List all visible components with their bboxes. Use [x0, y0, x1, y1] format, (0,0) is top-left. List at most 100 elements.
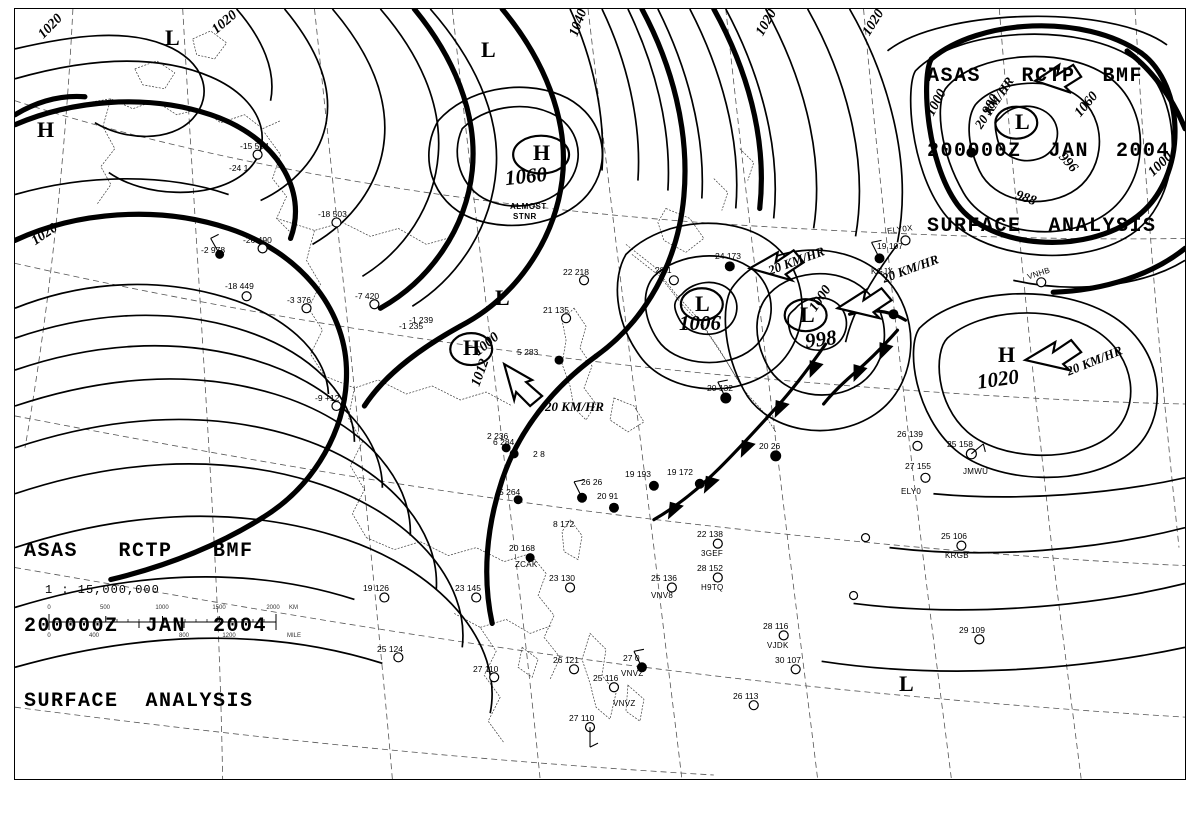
- station-value: 28 152: [697, 563, 723, 573]
- footer-line-1: ASAS RCTP BMF: [24, 540, 254, 563]
- pressure-center-L-998-letter: L: [800, 302, 815, 327]
- footer-line-2: 200000Z JAN 2004: [24, 615, 268, 638]
- station-value: 25 106: [941, 531, 967, 541]
- scale-km-tick-1000: 1000: [155, 605, 169, 611]
- low-marker-mid-left: L: [495, 285, 510, 310]
- pressure-center-H-1012-letter: H: [463, 335, 481, 360]
- motion-arrow-layer: [502, 62, 1083, 408]
- station-value: -2 978: [201, 245, 226, 255]
- station-value: 23 145: [455, 583, 481, 593]
- station-value: 5 283: [517, 347, 539, 357]
- station-value: 21 135: [543, 305, 569, 315]
- station-value: 19 107: [877, 241, 903, 251]
- station-value: 2 236: [487, 431, 509, 441]
- scale-km-tick-2000: 2000: [266, 605, 280, 611]
- low-marker-bottom-right: L: [899, 671, 914, 696]
- station-value: 28 1: [655, 265, 672, 275]
- station-value: 28 116: [763, 621, 789, 631]
- station-value: 25 136: [651, 573, 677, 583]
- station-value: 25 116: [593, 673, 619, 683]
- station-id: KRGB: [945, 551, 969, 560]
- station-value: 27 0: [623, 653, 640, 663]
- pressure-center-L-998-value: 998: [803, 324, 838, 354]
- station-id: KGJX: [871, 267, 894, 276]
- station-value: -18 503: [318, 209, 347, 219]
- station-value: 6 284: [493, 437, 515, 447]
- station-value: 8 172: [553, 519, 575, 529]
- map-canvas: .coast{fill:none;stroke:#3a3a3a;stroke-w…: [15, 9, 1185, 779]
- pressure-center-H-1060-letter: H: [533, 140, 551, 165]
- pressure-center-symbols: [449, 105, 1039, 367]
- station-value: 27 155: [905, 461, 931, 471]
- station-value: 23 130: [549, 573, 575, 583]
- station-id: VJDK: [767, 641, 789, 650]
- scale-bar-graphic: [48, 614, 277, 630]
- note-almost: ALMOST: [510, 202, 547, 211]
- map-frame: .coast{fill:none;stroke:#3a3a3a;stroke-w…: [14, 8, 1186, 780]
- station-id: VNVZ: [621, 669, 644, 678]
- station-value: 2 8: [533, 449, 545, 459]
- station-value: 19 126: [363, 583, 389, 593]
- pressure-center-L-1006-letter: L: [695, 291, 710, 316]
- station-id: VNVZ: [613, 699, 636, 708]
- station-value: -24 1: [229, 163, 249, 173]
- station-id: ELY0: [901, 487, 922, 496]
- station-value: 20 26: [759, 441, 781, 451]
- scale-mile-tick-0: 0: [47, 633, 51, 639]
- station-value: 26 121: [553, 655, 579, 665]
- station-id: 3GEF: [701, 549, 724, 558]
- station-id: ZCAK: [515, 560, 538, 569]
- map-scale-block: 1 : 15,000,000: [45, 583, 305, 639]
- scale-mile-tick-1200: 1200: [222, 633, 236, 639]
- station-value: 22 218: [563, 267, 589, 277]
- station-value: -18 449: [225, 281, 254, 291]
- station-value: 22 138: [697, 529, 723, 539]
- station-value: -7 420: [355, 291, 380, 301]
- low-marker-top-left: L: [165, 25, 180, 50]
- station-value: -1 239: [409, 315, 434, 325]
- station-id: VNV8: [651, 591, 674, 600]
- station-value: -26 490: [243, 235, 272, 245]
- scale-bar: 0 500 1000 1500 2000 KM 0 400 800 1200 M…: [45, 605, 301, 639]
- station-value: 24 173: [715, 251, 741, 261]
- station-value: -1 235: [399, 321, 424, 331]
- footer-line-3: SURFACE ANALYSIS: [24, 690, 254, 713]
- station-value: 26 139: [897, 429, 923, 439]
- pressure-center-H-left-letter: H: [37, 117, 55, 142]
- pressure-center-H-1020-letter: H: [998, 342, 1016, 367]
- pressure-center-H-1060-value: 1060: [503, 161, 549, 191]
- station-value: 19 172: [667, 467, 693, 477]
- pressure-center-L-1006-value: 1006: [679, 311, 721, 335]
- station-value: 20 91: [597, 491, 619, 501]
- scale-mile-tick-800: 800: [178, 633, 190, 639]
- front-layer: [652, 305, 908, 522]
- station-value: 25 124: [377, 644, 403, 654]
- station-value: 27 110: [473, 664, 499, 674]
- scale-ratio-text: 1 : 15,000,000: [45, 583, 160, 597]
- coastline-layer: [74, 30, 776, 744]
- pressure-center-L-topright-letter: L: [1015, 109, 1030, 134]
- scale-km-tick-1500: 1500: [212, 605, 226, 611]
- footer-title-block: ASAS RCTP BMF 200000Z JAN 2004 SURFACE A…: [24, 489, 267, 764]
- station-id: H9TQ: [701, 583, 724, 592]
- station-value: 20 168: [509, 543, 535, 553]
- station-value: 5 264: [499, 487, 521, 497]
- station-value: 26 26: [581, 477, 603, 487]
- header-line-1: ASAS RCTP BMF: [926, 65, 1143, 88]
- station-value: 29 109: [959, 625, 985, 635]
- station-value: 20 132: [707, 383, 733, 393]
- station-value: 26 113: [733, 691, 759, 701]
- isobar-layer-bold: [15, 9, 1185, 626]
- station-id: JMWU: [963, 467, 989, 476]
- scale-km-unit: KM: [289, 605, 298, 611]
- station-value: -9 +12: [315, 393, 340, 403]
- note-stnr: STNR: [513, 212, 537, 221]
- station-value: 25 158: [947, 439, 973, 449]
- header-title-block: ASAS RCTP BMF 200000Z JAN 2004 SURFACE A…: [927, 14, 1170, 289]
- header-line-3: SURFACE ANALYSIS: [926, 215, 1157, 238]
- station-value: 19 193: [625, 469, 651, 479]
- header-line-2: 200000Z JAN 2004: [926, 140, 1170, 163]
- motion-label-4: 20 KM/HR: [545, 399, 604, 414]
- scale-mile-tick-400: 400: [88, 633, 100, 639]
